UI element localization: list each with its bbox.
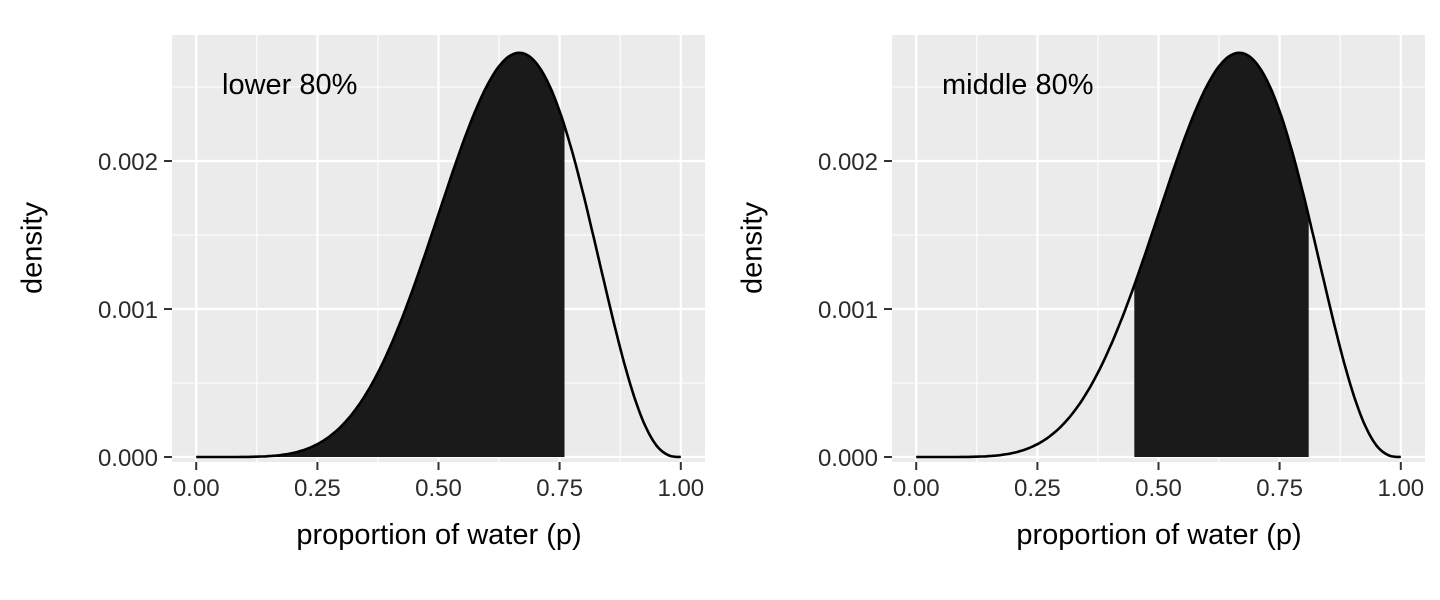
y-tick-label: 0.002: [98, 149, 158, 176]
shaded-interval-area: [1134, 52, 1309, 458]
axis-ticks: [164, 160, 682, 470]
x-tick-label: 1.00: [657, 475, 704, 502]
x-tick-label: 1.00: [1377, 475, 1424, 502]
chart-middle-80: 0.00 0.25 0.50 0.75 1.00 0.000 0.001 0.002 midd…: [720, 0, 1440, 600]
axis-ticks: [884, 160, 1402, 470]
y-axis-title: density: [736, 202, 769, 294]
x-tick-label: 0.25: [1014, 475, 1061, 502]
x-tick-label: 0.75: [1256, 475, 1303, 502]
density-curve: [916, 51, 1401, 459]
plot-area-lower-80: 0.00 0.25 0.50 0.75 1.00 0.000 0.001 0.002: [98, 35, 705, 502]
x-tick-label: 0.50: [415, 475, 462, 502]
y-tick-label: 0.000: [818, 445, 878, 472]
y-tick-label: 0.001: [98, 297, 158, 324]
x-tick-label: 0.00: [893, 475, 940, 502]
y-tick-label: 0.002: [818, 149, 878, 176]
y-tick-label: 0.000: [98, 445, 158, 472]
plot-area-middle-80: 0.00 0.25 0.50 0.75 1.00 0.000 0.001 0.002: [818, 35, 1425, 502]
chart-lower-80: 0.00 0.25 0.50 0.75 1.00 0.000 0.001 0.002 lowe…: [16, 35, 705, 551]
y-axis-title: density: [16, 202, 49, 294]
interval-annotation: lower 80%: [222, 69, 358, 101]
x-tick-label: 0.50: [1135, 475, 1182, 502]
y-tick-label: 0.001: [818, 297, 878, 324]
x-tick-label: 0.00: [173, 475, 220, 502]
shaded-interval-area: [196, 52, 565, 458]
x-tick-label: 0.75: [536, 475, 583, 502]
x-axis-title: proportion of water (p): [296, 519, 582, 551]
density-curve: [196, 51, 681, 459]
x-axis-title: proportion of water (p): [1016, 519, 1302, 551]
interval-annotation: middle 80%: [942, 69, 1094, 101]
x-tick-label: 0.25: [294, 475, 341, 502]
